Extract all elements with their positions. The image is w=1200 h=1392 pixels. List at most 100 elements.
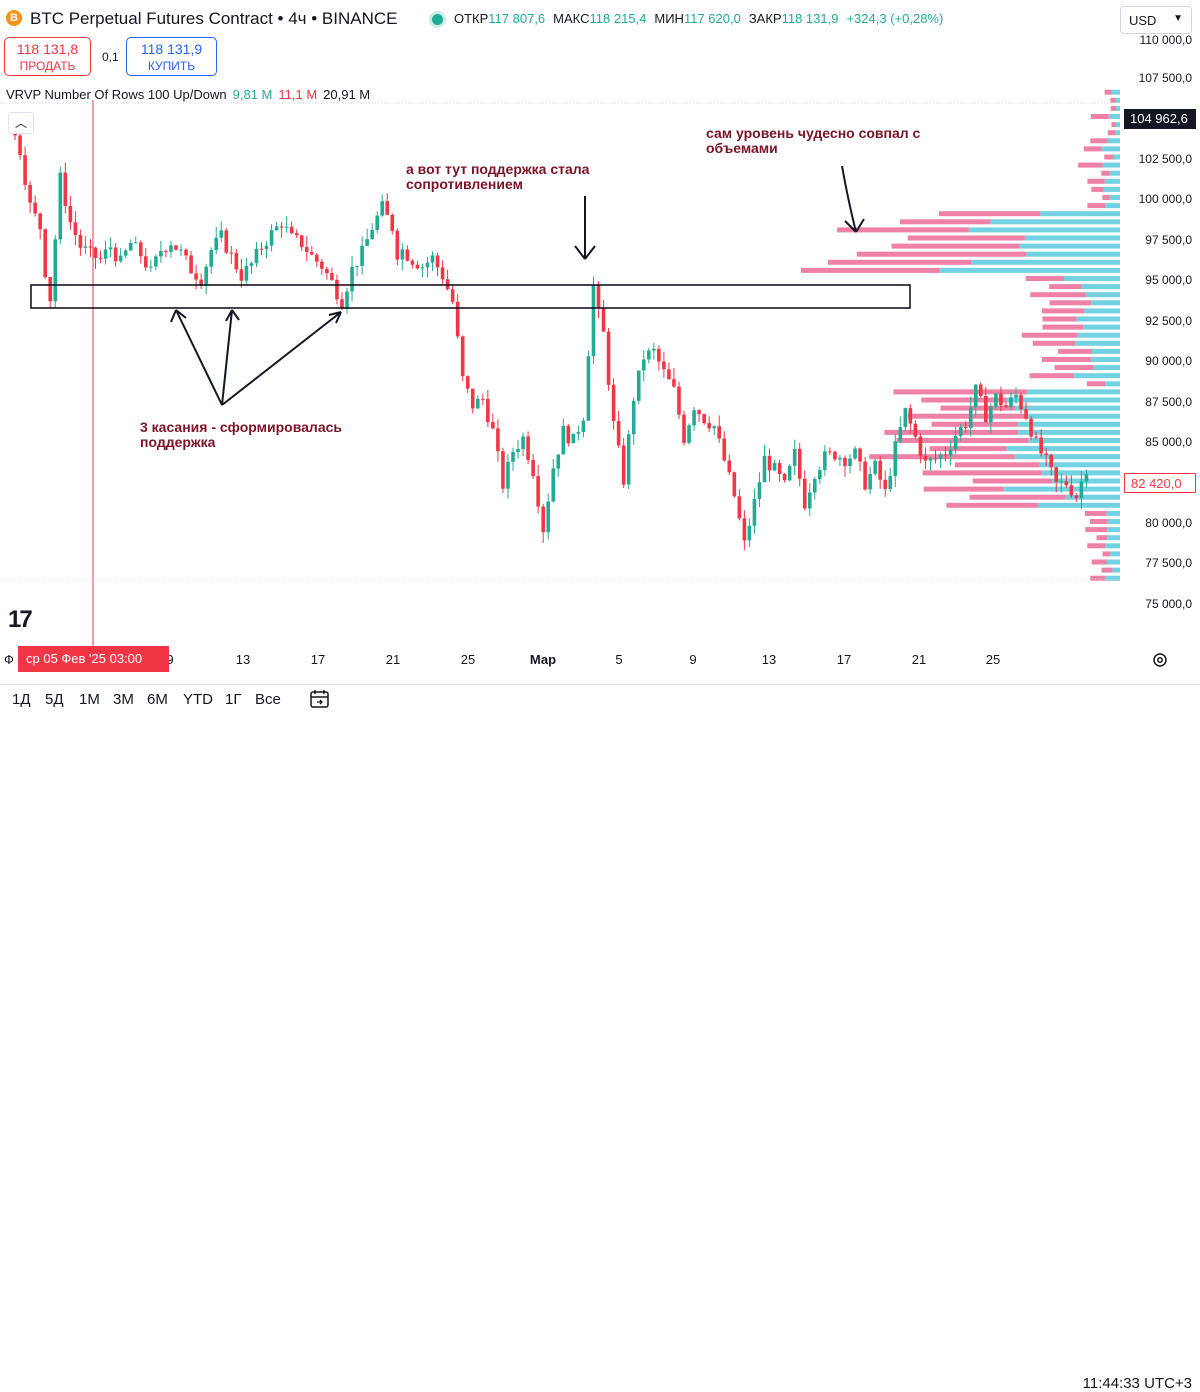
currency-select[interactable]: USD ▼ [1120, 6, 1192, 34]
time-label: 25 [985, 652, 1001, 667]
touch-arrows[interactable] [170, 309, 342, 406]
time-label: 9 [166, 652, 174, 667]
candle-body [420, 267, 425, 269]
tradingview-logo-icon[interactable]: 17 [8, 606, 33, 633]
volume-profile-down-bar [1111, 122, 1116, 128]
candle-body [1084, 474, 1089, 482]
touch-arrow-3 [221, 311, 342, 406]
clock[interactable]: 11:44:33 UTC+3 [1082, 1375, 1192, 1392]
volume-profile-up-bar [1090, 357, 1120, 362]
candle-body [662, 361, 666, 370]
indicator-legend[interactable]: VRVP Number Of Rows 100 Up/Down 9,81 M 11,… [6, 87, 370, 102]
chart-canvas[interactable] [0, 0, 1200, 722]
candle-body [491, 422, 495, 429]
annotation-volume[interactable]: сам уровень чудесно совпал с объемами [706, 125, 921, 156]
candle-body [813, 479, 817, 493]
candle-body [883, 479, 888, 489]
high-value: 118 215,4 [589, 11, 647, 26]
volume-profile-down-bar [1078, 162, 1103, 168]
candle-body [853, 448, 857, 459]
range-button-1m[interactable]: 1М [79, 691, 100, 708]
annotation-touches[interactable]: 3 касания - сформировалась поддержка [140, 419, 343, 450]
candle-body [928, 458, 933, 461]
candle-body [355, 266, 359, 268]
candle-body [787, 465, 792, 481]
candle-body [994, 393, 998, 407]
time-label: 13 [235, 652, 251, 667]
buy-price: 118 131,9 [140, 41, 203, 57]
candle-body [777, 463, 782, 475]
candle-body [707, 423, 711, 429]
flip-arrow[interactable] [574, 196, 596, 260]
candle-body [1014, 395, 1018, 398]
volume-profile-up-bar [1105, 203, 1120, 209]
range-button-1y[interactable]: 1Г [225, 691, 242, 708]
candle-body [78, 235, 83, 248]
candle-body [913, 423, 918, 437]
volume-profile-down-bar [969, 494, 1066, 500]
range-button-1d[interactable]: 1Д [12, 691, 31, 708]
candle-body [481, 398, 485, 400]
candle-body [108, 247, 113, 250]
range-button-ytd[interactable]: YTD [183, 691, 213, 708]
time-axis[interactable]: Ф 9 13 17 21 25 Мар 5 9 13 17 21 25 [0, 646, 1120, 674]
volume-profile-down-bar [1025, 276, 1065, 281]
buy-button[interactable]: 118 131,9 КУПИТЬ [126, 37, 217, 76]
candle-body [828, 451, 832, 453]
range-button-all[interactable]: Все [255, 691, 281, 708]
candle-body [948, 449, 953, 456]
volume-profile-up-bar [1083, 324, 1120, 330]
market-status-icon[interactable] [432, 14, 443, 25]
open-value: 117 807,6 [488, 11, 546, 26]
annotation-flip[interactable]: а вот тут поддержка стала сопротивлением [406, 161, 590, 192]
candle-body [144, 256, 148, 268]
candle-body [717, 426, 722, 439]
range-button-5d[interactable]: 5Д [45, 691, 64, 708]
sell-button[interactable]: 118 131,8 ПРОДАТЬ [4, 37, 91, 76]
volume-arrow[interactable] [841, 165, 865, 233]
change-value: +324,3 (+0,28%) [846, 11, 944, 26]
volume-profile-down-bar [907, 235, 1025, 241]
price-label: 80 000,0 [1145, 516, 1192, 530]
candle-body [118, 255, 123, 262]
price-label: 92 500,0 [1145, 314, 1192, 328]
candle-body [244, 265, 249, 281]
calendar-range-icon[interactable] [309, 688, 331, 710]
support-zone-rectangle[interactable] [30, 284, 911, 309]
candle-body [621, 445, 626, 485]
volume-profile-up-bar [1041, 470, 1120, 476]
candle-body [209, 249, 213, 267]
candle-body [968, 407, 973, 428]
candle-body [772, 463, 777, 471]
touch-arrow-1 [170, 309, 223, 406]
volume-profile-down-bar [1101, 567, 1113, 573]
last-price-tag: 104 962,6 [1124, 109, 1196, 129]
price-label: 90 000,0 [1145, 354, 1192, 368]
volume-profile-down-bar [1104, 89, 1112, 95]
candle-body [546, 501, 551, 533]
candle-body [561, 425, 566, 455]
candle-body [631, 400, 636, 435]
price-axis[interactable]: 110 000,0 107 500,0 102 500,0 100 000,0 … [1120, 0, 1200, 640]
volume-profile-up-bar [1108, 114, 1120, 119]
candle-body [501, 451, 505, 489]
candle-body [868, 473, 872, 490]
candle-body [626, 434, 631, 485]
candle-body [863, 461, 867, 490]
settings-icon[interactable] [1150, 650, 1170, 670]
volume-profile-down-bar [1091, 186, 1104, 192]
candle-body [395, 230, 400, 260]
range-button-3m[interactable]: 3М [113, 691, 134, 708]
candle-body [138, 242, 143, 257]
time-label: 25 [460, 652, 476, 667]
volume-profile-down-bar [1090, 138, 1108, 144]
chevron-down-icon: ▼ [1173, 13, 1183, 24]
candle-body [1009, 397, 1013, 408]
candle-body [1054, 467, 1059, 483]
collapse-legend-button[interactable]: ︿ [8, 112, 34, 134]
range-button-6m[interactable]: 6М [147, 691, 168, 708]
symbol-title[interactable]: BTC Perpetual Futures Contract • 4ч • BI… [30, 9, 398, 28]
ohlc-readout: ОТКР117 807,6 МАКС118 215,4 МИН117 620,0 ЗА… [454, 11, 951, 26]
volume-profile-down-bar [1042, 316, 1077, 322]
volume-profile-up-bar [1003, 486, 1120, 492]
